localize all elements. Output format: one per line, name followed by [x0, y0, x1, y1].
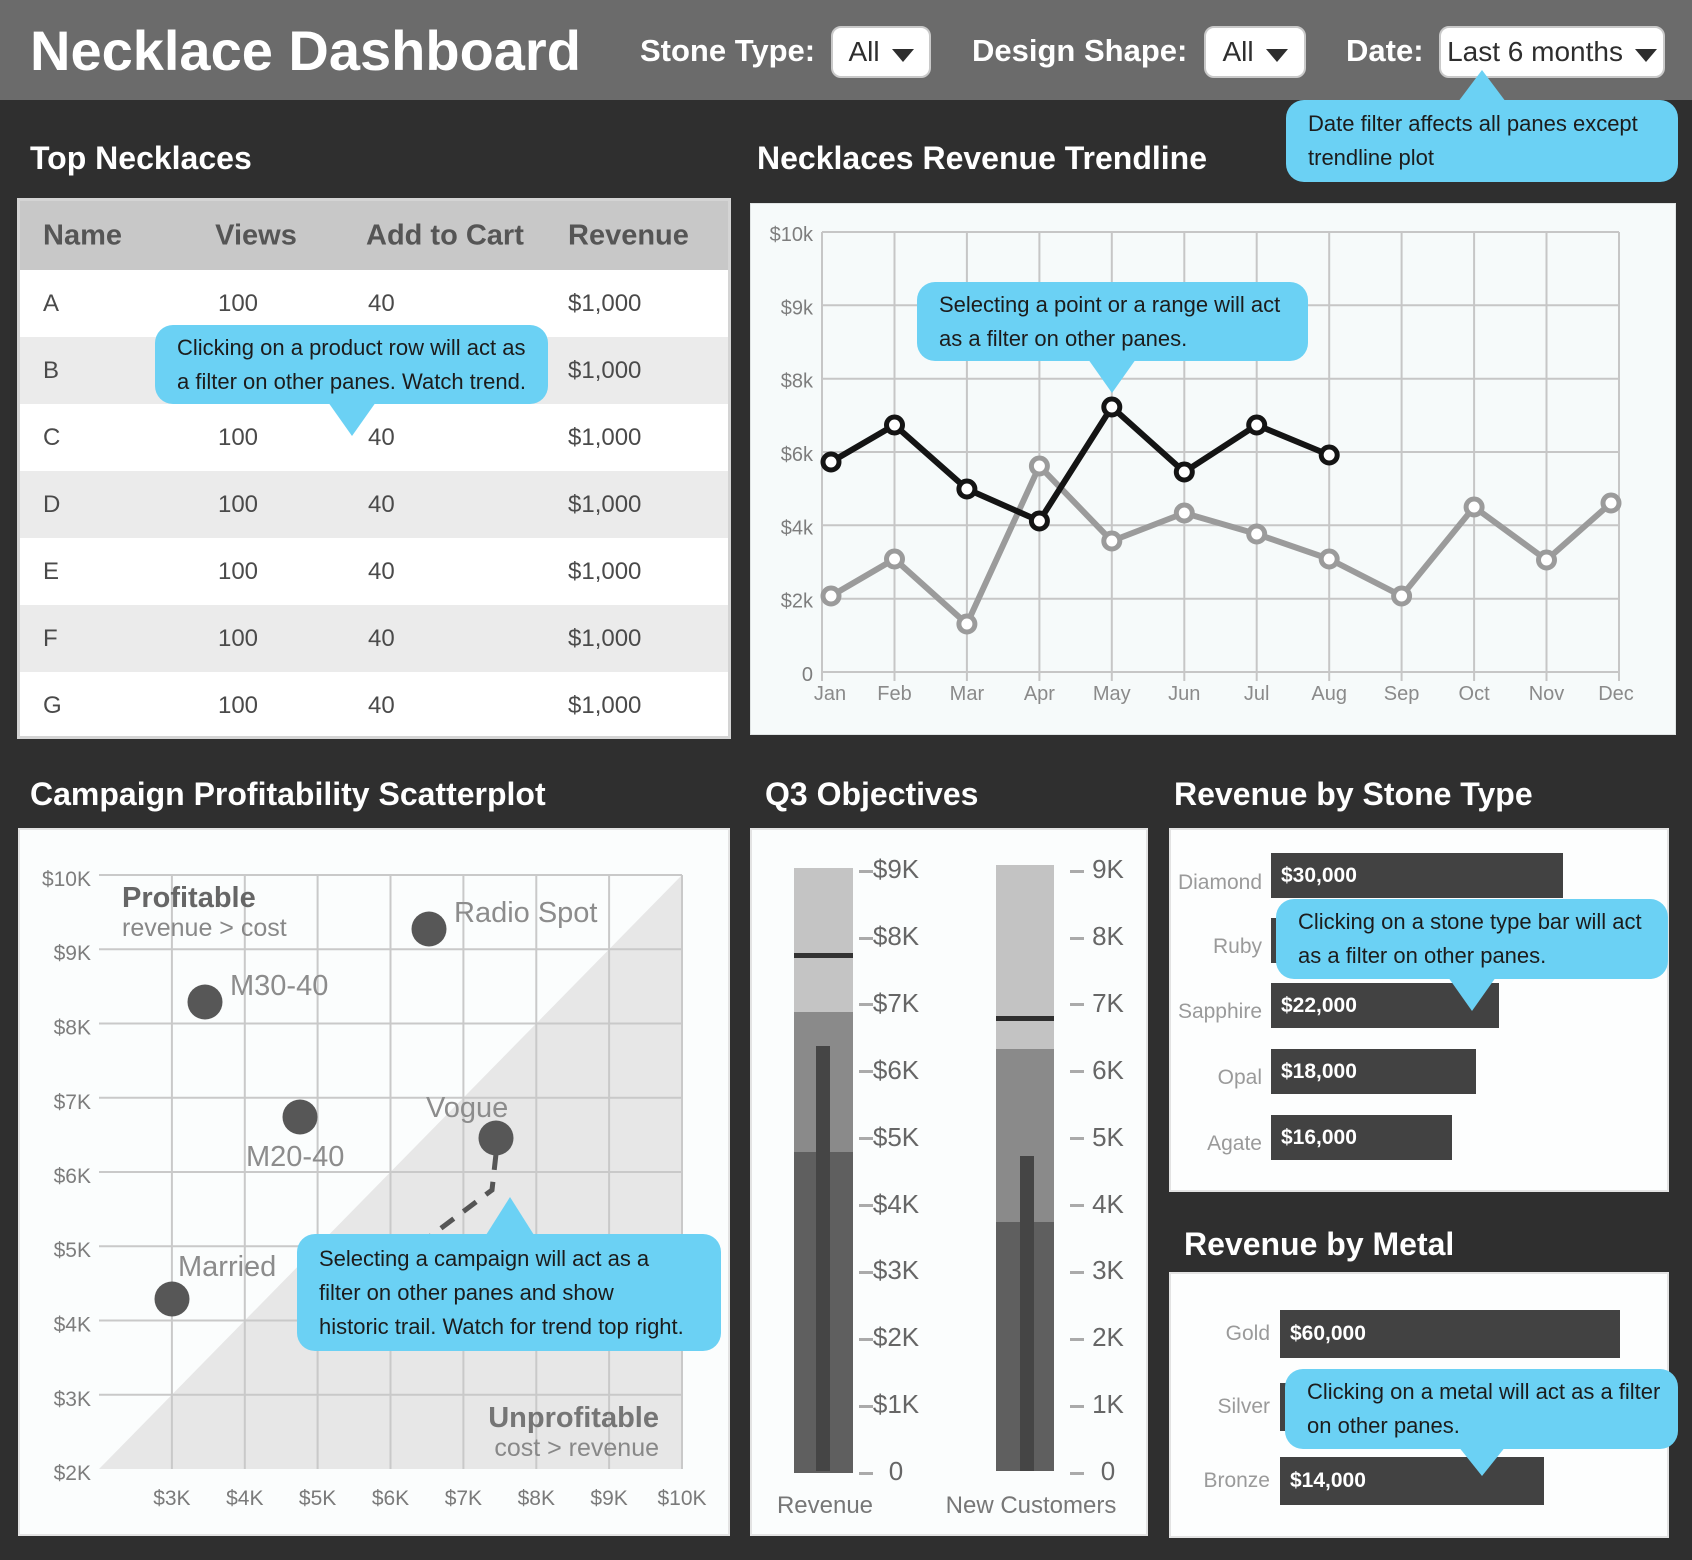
- svg-text:$9K: $9K: [590, 1487, 627, 1510]
- svg-text:$5K: $5K: [54, 1239, 91, 1262]
- svg-text:Aug: Aug: [1311, 683, 1347, 705]
- svg-text:Unprofitable: Unprofitable: [488, 1402, 659, 1434]
- svg-text:$8K: $8K: [54, 1017, 91, 1040]
- svg-text:$10k: $10k: [770, 224, 814, 246]
- svg-text:Vogue: Vogue: [426, 1092, 508, 1124]
- svg-text:$4K: $4K: [54, 1314, 91, 1337]
- svg-text:cost > revenue: cost > revenue: [494, 1434, 659, 1462]
- svg-text:$10K: $10K: [657, 1487, 706, 1510]
- svg-text:revenue > cost: revenue > cost: [122, 914, 287, 942]
- svg-text:M20-40: M20-40: [246, 1141, 344, 1173]
- svg-text:$7K: $7K: [445, 1487, 482, 1510]
- svg-text:Sep: Sep: [1384, 683, 1420, 705]
- svg-text:Oct: Oct: [1459, 683, 1491, 705]
- svg-text:Profitable: Profitable: [122, 882, 256, 914]
- svg-text:Married: Married: [178, 1251, 276, 1283]
- svg-text:$6k: $6k: [781, 444, 814, 466]
- svg-text:$9k: $9k: [781, 297, 814, 319]
- svg-text:$3K: $3K: [54, 1388, 91, 1411]
- svg-text:$2K: $2K: [54, 1462, 91, 1485]
- svg-text:Jul: Jul: [1244, 683, 1270, 705]
- svg-text:Mar: Mar: [950, 683, 985, 705]
- svg-text:Feb: Feb: [877, 683, 911, 705]
- svg-text:May: May: [1093, 683, 1131, 705]
- svg-text:Nov: Nov: [1529, 683, 1565, 705]
- svg-text:$7K: $7K: [54, 1091, 91, 1114]
- svg-text:$4K: $4K: [226, 1487, 263, 1510]
- svg-text:$8k: $8k: [781, 371, 814, 393]
- svg-text:$5K: $5K: [299, 1487, 336, 1510]
- svg-text:$6K: $6K: [372, 1487, 409, 1510]
- svg-text:$4k: $4k: [781, 517, 814, 539]
- svg-text:$9K: $9K: [54, 942, 91, 965]
- svg-text:Apr: Apr: [1024, 683, 1055, 705]
- svg-text:Jan: Jan: [814, 683, 846, 705]
- svg-text:M30-40: M30-40: [230, 970, 328, 1002]
- svg-text:$10K: $10K: [42, 868, 91, 891]
- svg-text:Radio Spot: Radio Spot: [454, 897, 598, 929]
- svg-text:$2k: $2k: [781, 591, 814, 613]
- svg-text:$8K: $8K: [518, 1487, 555, 1510]
- svg-text:0: 0: [802, 664, 813, 686]
- svg-text:$6K: $6K: [54, 1165, 91, 1188]
- svg-text:Dec: Dec: [1598, 683, 1634, 705]
- svg-text:$3K: $3K: [153, 1487, 190, 1510]
- svg-text:Jun: Jun: [1168, 683, 1200, 705]
